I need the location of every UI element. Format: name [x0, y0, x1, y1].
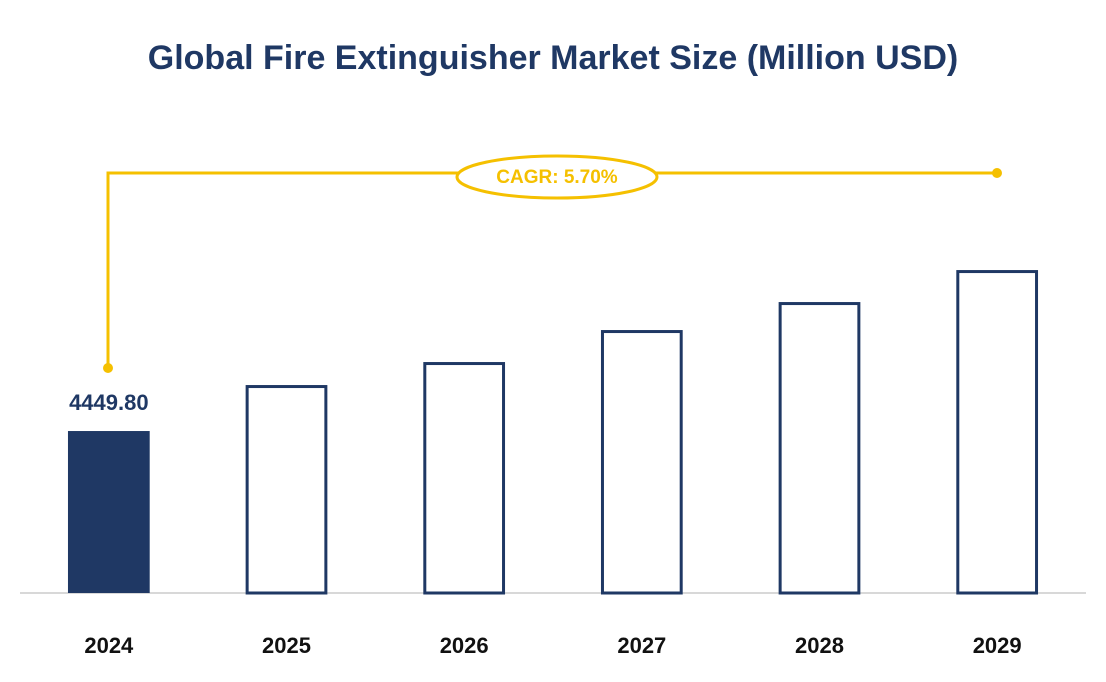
cagr-dot	[103, 363, 113, 373]
cagr-ellipse	[455, 154, 659, 200]
bar	[600, 330, 683, 595]
x-tick-label: 2026	[440, 633, 489, 658]
bar	[778, 302, 861, 595]
cagr-line	[106, 171, 997, 368]
cagr-label: CAGR: 5.70%	[496, 167, 618, 188]
cagr-dot	[992, 168, 1002, 178]
x-tick-label: 2025	[262, 633, 311, 658]
bar	[67, 431, 150, 593]
value-label: 4449.80	[69, 390, 149, 415]
x-tick-label: 2024	[84, 633, 134, 658]
chart-title: Global Fire Extinguisher Market Size (Mi…	[148, 39, 958, 77]
bar	[423, 362, 506, 595]
bar	[956, 270, 1039, 595]
x-tick-label: 2027	[617, 633, 666, 658]
x-tick-label: 2029	[973, 633, 1022, 658]
cagr-annotation: CAGR: 5.70%	[103, 154, 1002, 373]
bar	[245, 385, 328, 595]
x-tick-label: 2028	[795, 633, 844, 658]
